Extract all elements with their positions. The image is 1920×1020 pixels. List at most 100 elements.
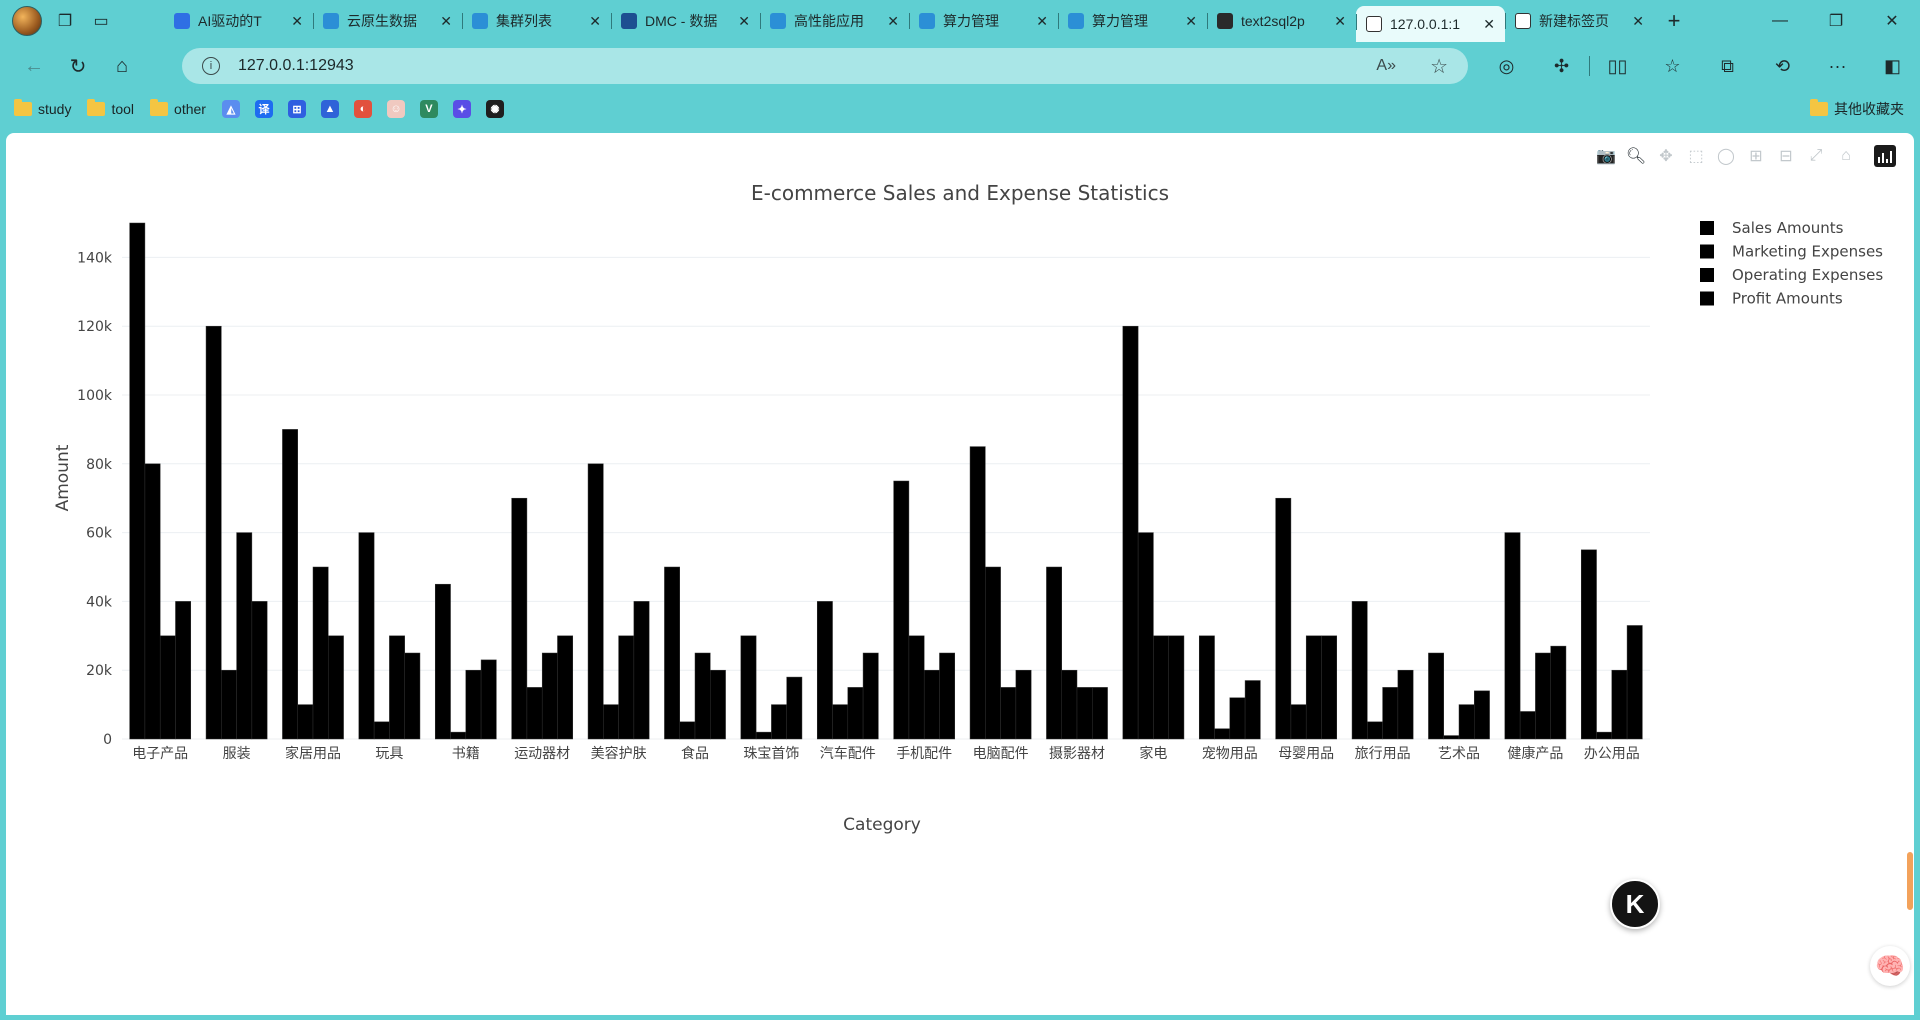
bar[interactable] xyxy=(1367,721,1383,740)
bar[interactable] xyxy=(526,687,543,740)
legend-item[interactable]: Operating Expenses xyxy=(1732,266,1883,284)
bar[interactable] xyxy=(236,532,253,740)
bar[interactable] xyxy=(755,731,772,740)
bar[interactable] xyxy=(1153,635,1169,740)
bar[interactable] xyxy=(1428,652,1444,740)
bar[interactable] xyxy=(847,687,864,740)
app-icon[interactable]: ✦ xyxy=(452,100,471,118)
assistant-k-button[interactable]: K xyxy=(1610,879,1660,929)
bar[interactable] xyxy=(1229,697,1246,740)
legend-item[interactable]: Marketing Expenses xyxy=(1732,243,1883,261)
bar[interactable] xyxy=(129,222,146,740)
bar[interactable] xyxy=(1580,549,1597,740)
tab-close-icon[interactable]: ✕ xyxy=(1632,12,1644,29)
read-aloud-icon[interactable]: A» xyxy=(1376,57,1396,74)
bar[interactable] xyxy=(1351,601,1368,740)
bar[interactable] xyxy=(557,635,574,740)
bar[interactable] xyxy=(205,325,222,740)
box-select-icon[interactable]: ⬚ xyxy=(1688,148,1704,165)
bar[interactable] xyxy=(1198,635,1215,740)
bookmark-folder[interactable]: tool xyxy=(87,99,134,117)
bar[interactable] xyxy=(312,566,329,740)
browser-tab[interactable]: 集群列表 ✕ xyxy=(462,5,611,37)
tab-close-icon[interactable]: ✕ xyxy=(440,12,452,29)
browser-tab[interactable]: 127.0.0.1:1 ✕ xyxy=(1356,6,1505,42)
bar[interactable] xyxy=(389,635,405,740)
tab-close-icon[interactable]: ✕ xyxy=(738,12,750,29)
copilot-icon[interactable]: ◎ xyxy=(1498,55,1515,76)
bar[interactable] xyxy=(862,652,879,740)
bar[interactable] xyxy=(159,635,176,740)
bar[interactable] xyxy=(1458,704,1475,740)
legend-swatch[interactable] xyxy=(1700,291,1714,306)
sidebar-toggle-icon[interactable]: ◧ xyxy=(1883,55,1901,76)
zoom-in-icon[interactable]: ⊞ xyxy=(1749,148,1763,165)
profile-avatar[interactable] xyxy=(12,6,42,36)
bar[interactable] xyxy=(679,721,696,740)
restore-icon[interactable]: ❐ xyxy=(1828,13,1844,30)
bar[interactable] xyxy=(1015,669,1032,740)
bar[interactable] xyxy=(1474,690,1490,740)
workspaces-icon[interactable]: ❐ xyxy=(57,13,73,30)
bar[interactable] xyxy=(740,635,757,740)
tool-icon[interactable]: ⊞ xyxy=(287,100,306,118)
edge-icon[interactable]: ◐ xyxy=(353,100,372,118)
zoom-icon[interactable]: 🔍︎ xyxy=(1625,148,1647,165)
bar[interactable] xyxy=(175,601,192,740)
bar[interactable] xyxy=(251,601,268,740)
bar[interactable] xyxy=(908,635,925,740)
pan-icon[interactable]: ✥ xyxy=(1659,148,1673,165)
autoscale-icon[interactable]: ⤢ xyxy=(1809,147,1823,164)
bar[interactable] xyxy=(358,532,375,740)
bar[interactable] xyxy=(1076,687,1093,740)
tab-close-icon[interactable]: ✕ xyxy=(291,12,303,29)
other-bookmarks[interactable]: 其他收藏夹 xyxy=(1810,99,1904,119)
favorite-star-icon[interactable]: ☆ xyxy=(1430,55,1448,78)
bar[interactable] xyxy=(1596,731,1613,740)
avatar-icon[interactable]: ☺ xyxy=(386,100,405,118)
browser-tab[interactable]: AI驱动的T ✕ xyxy=(164,5,313,37)
bar[interactable] xyxy=(1137,532,1154,740)
tab-close-icon[interactable]: ✕ xyxy=(1036,12,1048,29)
bar[interactable] xyxy=(969,446,986,740)
bar[interactable] xyxy=(1382,687,1399,740)
bar[interactable] xyxy=(221,669,237,740)
bar[interactable] xyxy=(923,669,940,740)
minimize-icon[interactable]: — xyxy=(1772,12,1788,29)
bar[interactable] xyxy=(144,463,161,740)
bar[interactable] xyxy=(328,635,344,740)
split-screen-icon[interactable]: ▯▯ xyxy=(1607,55,1628,76)
camera-icon[interactable]: 📷 xyxy=(1596,148,1616,165)
site-info-icon[interactable]: i xyxy=(202,57,220,75)
bar[interactable] xyxy=(939,652,956,740)
new-tab-button[interactable]: + xyxy=(1667,8,1681,33)
bar[interactable] xyxy=(541,652,558,740)
bar[interactable] xyxy=(664,566,680,740)
maxcompute-icon[interactable]: ◭ xyxy=(221,100,240,118)
legend-swatch[interactable] xyxy=(1700,221,1714,235)
bar[interactable] xyxy=(1519,711,1536,740)
bar[interactable] xyxy=(1092,687,1108,740)
bar[interactable] xyxy=(373,721,390,740)
bar[interactable] xyxy=(1550,645,1567,740)
bar[interactable] xyxy=(1611,669,1628,740)
bar[interactable] xyxy=(511,497,528,740)
browser-tab[interactable]: DMC - 数据 ✕ xyxy=(611,5,760,37)
tab-close-icon[interactable]: ✕ xyxy=(887,12,899,29)
legend-swatch[interactable] xyxy=(1700,244,1714,259)
bar[interactable] xyxy=(618,635,635,740)
bookmark-folder[interactable]: study xyxy=(14,99,71,117)
bar[interactable] xyxy=(587,463,604,740)
bar[interactable] xyxy=(1168,635,1185,740)
mountain-icon[interactable]: ▲ xyxy=(320,100,339,118)
history-icon[interactable]: ⟲ xyxy=(1774,55,1791,76)
browser-tab[interactable]: 高性能应用 ✕ xyxy=(760,5,909,37)
favorites-icon[interactable]: ☆ xyxy=(1664,55,1681,76)
close-window-icon[interactable]: ✕ xyxy=(1885,13,1899,30)
tab-close-icon[interactable]: ✕ xyxy=(1483,15,1495,32)
bar[interactable] xyxy=(603,704,619,740)
bar[interactable] xyxy=(1535,652,1551,740)
translate-icon[interactable]: 译 xyxy=(254,100,273,118)
bar[interactable] xyxy=(1244,680,1261,740)
bar[interactable] xyxy=(1046,566,1062,740)
